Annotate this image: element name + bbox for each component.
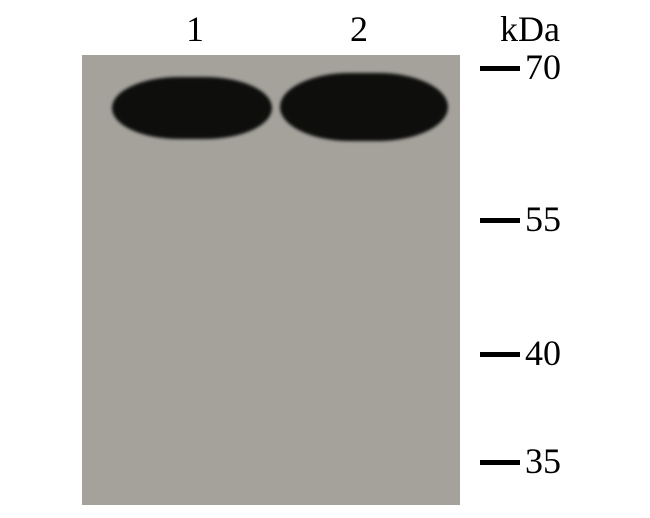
band-lane-2	[280, 73, 448, 141]
marker-tick-55	[480, 218, 520, 223]
marker-label-35: 35	[525, 440, 561, 482]
lane-label-2: 2	[350, 8, 368, 50]
unit-label: kDa	[500, 8, 560, 50]
lane-label-1: 1	[186, 8, 204, 50]
marker-label-70: 70	[525, 46, 561, 88]
marker-tick-70	[480, 66, 520, 71]
marker-label-40: 40	[525, 332, 561, 374]
blot-membrane	[82, 55, 460, 505]
marker-tick-40	[480, 352, 520, 357]
marker-label-55: 55	[525, 198, 561, 240]
marker-tick-35	[480, 460, 520, 465]
band-lane-1	[112, 77, 272, 139]
blot-figure: 1 2 kDa 70 55 40 35	[0, 0, 650, 518]
